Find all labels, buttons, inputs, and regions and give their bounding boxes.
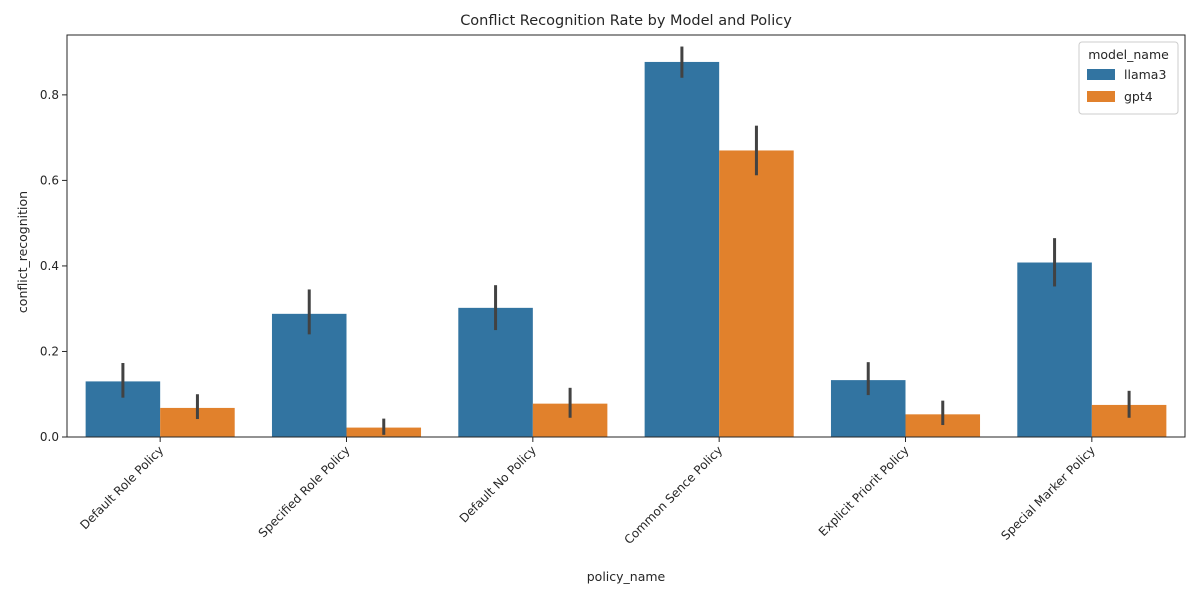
y-tick-label: 0.0 [40,430,59,444]
bar-llama3-5 [1017,262,1092,437]
x-axis-label: policy_name [587,569,666,584]
legend-title: model_name [1088,47,1169,62]
x-tick-label: Explicit Priorit Policy [816,443,912,539]
y-axis: 0.0 0.2 0.4 0.6 0.8 [40,88,67,444]
y-tick-label: 0.6 [40,173,59,187]
error-bars-group [121,46,1131,435]
legend-label-llama3: llama3 [1124,67,1166,82]
x-tick-label: Default Role Policy [77,443,166,532]
legend-swatch-gpt4 [1087,91,1115,102]
bars-group [85,61,1167,437]
legend: model_name llama3 gpt4 [1078,41,1179,115]
x-tick-label: Special Marker Policy [998,443,1098,543]
legend-label-gpt4: gpt4 [1124,89,1153,104]
legend-swatch-llama3 [1087,69,1115,80]
y-tick-label: 0.4 [40,259,59,273]
x-tick-label: Common Sence Policy [621,443,725,547]
y-tick-label: 0.8 [40,88,59,102]
bar-gpt4-3 [719,150,794,437]
x-tick-label: Default No Policy [457,443,539,525]
bar-gpt4-4 [905,414,981,437]
bar-llama3-3 [644,61,720,437]
chart-title: Conflict Recognition Rate by Model and P… [460,13,792,29]
x-tick-label: Specified Role Policy [256,443,353,540]
plot-frame [66,34,1186,438]
y-axis-label: conflict_recognition [15,191,30,313]
y-tick-label: 0.2 [40,344,59,358]
x-axis: Default Role Policy Specified Role Policy… [77,437,1098,547]
